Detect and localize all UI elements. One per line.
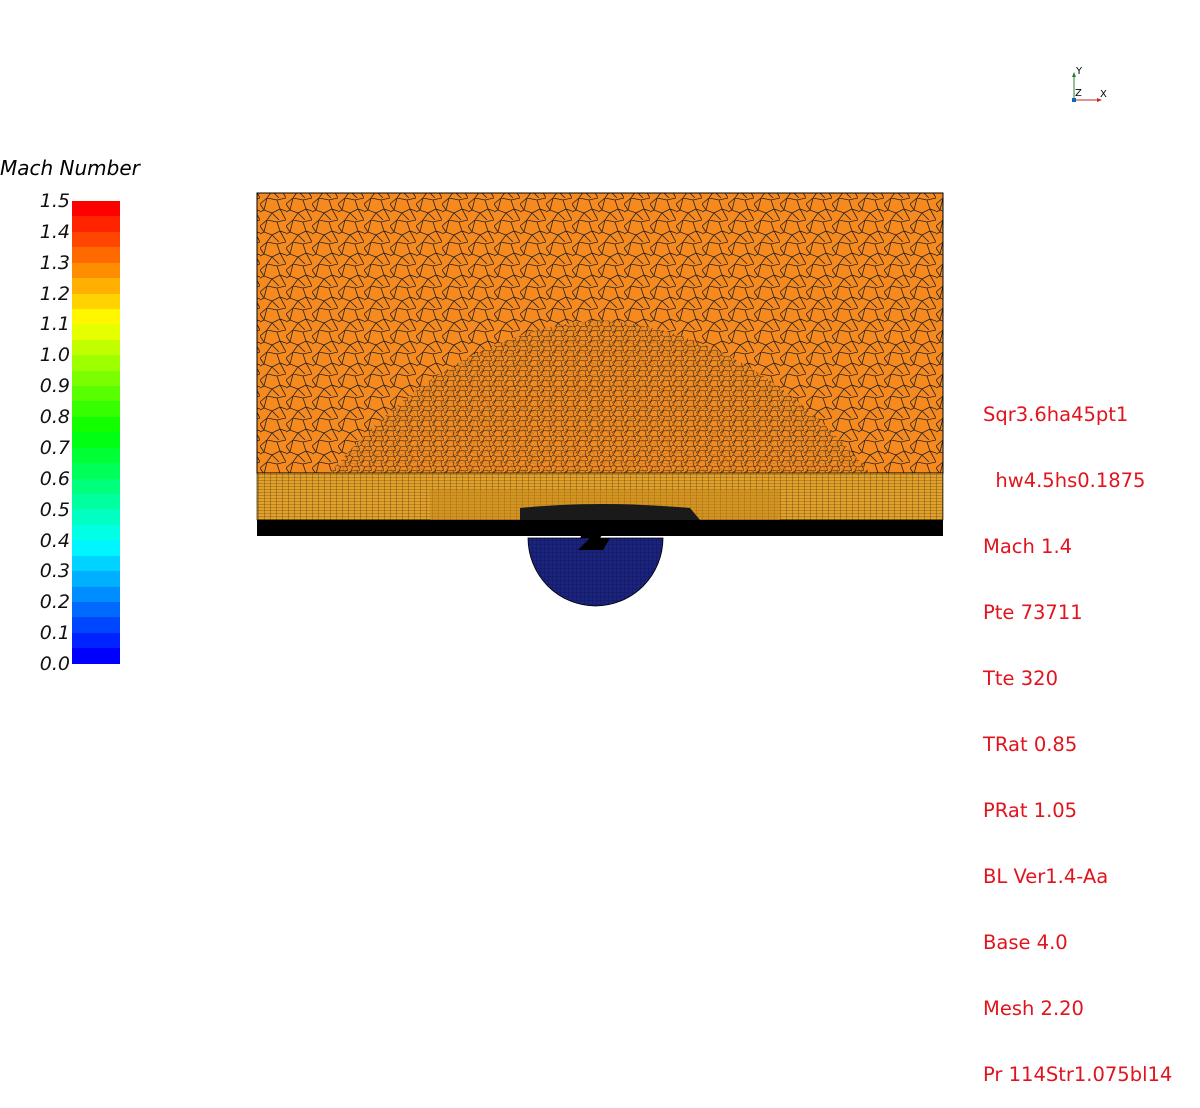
colorbar-tick-label: 0.1 (39, 622, 70, 645)
colorbar-band (72, 571, 120, 587)
case-info-line: TRat 0.85 (983, 733, 1078, 756)
colorbar-tick-label: 0.5 (39, 498, 70, 521)
colorbar-band (72, 494, 120, 510)
case-info-line: Pte 73711 (983, 601, 1083, 624)
colorbar-tick-label: 0.8 (39, 406, 70, 429)
colorbar-band (72, 201, 120, 217)
case-info-annotation: Sqr3.6ha45pt1 hw4.5hs0.1875 Mach 1.4 Pte… (983, 360, 1172, 1108)
jet-slot (578, 520, 612, 550)
colorbar-band (72, 555, 120, 572)
jet-exit-dark-zone (520, 504, 700, 520)
colorbar-band (72, 509, 120, 525)
case-info-line: Tte 320 (983, 667, 1058, 690)
colorbar-band (72, 617, 120, 633)
axis-z-label: Z (1075, 88, 1082, 99)
colorbar-tick-label: 1.1 (39, 313, 70, 336)
colorbar-tick-label: 1.3 (39, 251, 70, 274)
colorbar-tick-label: 0.2 (39, 591, 70, 614)
colorbar-band (72, 247, 120, 263)
case-info-line: Mach 1.4 (983, 535, 1073, 558)
colorbar-band (72, 355, 120, 371)
colorbar-band (72, 478, 120, 495)
colorbar-band (72, 586, 120, 602)
colorbar-band (72, 339, 120, 356)
colorbar-band (72, 401, 120, 417)
case-info-line: PRat 1.05 (983, 799, 1078, 822)
colorbar-band (72, 432, 120, 448)
inlet-plenum (527, 537, 664, 607)
colorbar-band (72, 463, 120, 479)
case-info-line: Pr 114Str1.075bl14 (983, 1063, 1173, 1086)
colorbar-band (72, 601, 120, 618)
refined-mesh-region (330, 320, 870, 473)
colorbar-band (72, 293, 120, 309)
legend-title: Mach Number (0, 156, 140, 180)
colorbar-tick-label: 1.4 (39, 220, 70, 243)
colorbar-band (72, 308, 120, 325)
case-info-line: Sqr3.6ha45pt1 (983, 403, 1129, 426)
axis-x-label: X (1100, 89, 1107, 100)
colorbar-band (72, 632, 120, 649)
colorbar-tick-label: 1.0 (39, 344, 70, 367)
colorbar-tick-label: 1.2 (39, 282, 70, 305)
colorbar-tick-label: 0.0 (39, 653, 70, 675)
colorbar-tick-label: 1.5 (39, 190, 70, 212)
colorbar-band (72, 386, 120, 402)
colorbar-band (72, 370, 120, 387)
colorbar-band (72, 524, 120, 541)
colorbar-tick-label: 0.9 (39, 375, 70, 398)
case-info-line: Mesh 2.20 (983, 997, 1084, 1020)
colorbar-band (72, 416, 120, 433)
colorbar-band (72, 324, 120, 340)
case-info-line: BL Ver1.4-Aa (983, 865, 1109, 888)
colorbar-tick-label: 0.7 (39, 436, 70, 459)
colorbar-tick-label: 0.4 (39, 529, 70, 552)
mesh-view (256, 192, 944, 607)
colorbar-band (72, 216, 120, 232)
colorbar-band (72, 540, 120, 556)
colorbar-band (72, 231, 120, 248)
case-info-line: hw4.5hs0.1875 (983, 469, 1146, 492)
axis-triad: Y Z X (1072, 66, 1107, 102)
colorbar-band (72, 262, 120, 279)
colorbar (72, 201, 120, 664)
case-info-line: Base 4.0 (983, 931, 1068, 954)
colorbar-tick-label: 0.6 (39, 467, 70, 490)
colorbar-tick-label: 0.3 (39, 560, 70, 583)
colorbar-band (72, 278, 120, 294)
axis-y-label: Y (1075, 66, 1083, 77)
colorbar-band (72, 447, 120, 464)
colorbar-band (72, 648, 120, 664)
